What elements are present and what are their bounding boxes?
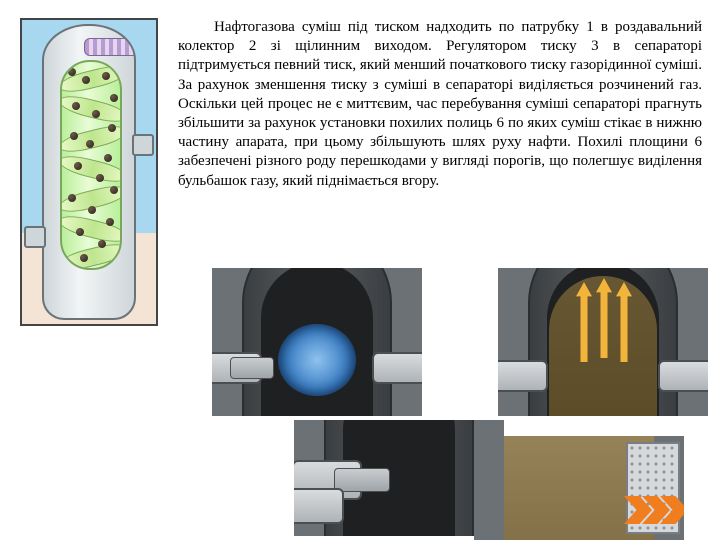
inlet-pipe	[334, 468, 390, 492]
gas-bubble	[82, 76, 90, 84]
description-paragraph: Нафтогазова суміш під тиском надходить п…	[178, 18, 702, 191]
cutaway-a-swirl	[212, 268, 422, 416]
cutaway-gallery	[212, 268, 712, 528]
cutaway-b-arrows	[498, 268, 708, 416]
separator-vessel	[42, 24, 136, 320]
gas-bubble	[98, 240, 106, 248]
separator-helix-figure	[20, 18, 158, 326]
gas-bubble	[68, 194, 76, 202]
gas-bubble	[86, 140, 94, 148]
gas-bubble	[110, 186, 118, 194]
gas-bubble	[92, 110, 100, 118]
gas-bubble	[96, 174, 104, 182]
helix-turn	[60, 152, 122, 186]
gas-bubble	[76, 228, 84, 236]
outlet-flange	[658, 360, 708, 392]
gas-bubble	[110, 94, 118, 102]
side-nozzle	[24, 226, 46, 248]
inlet-flange	[498, 360, 548, 392]
helix-turn	[60, 62, 122, 96]
outlet-flange	[372, 352, 422, 384]
cutaway-d-baffle	[474, 436, 684, 540]
gas-bubble	[72, 102, 80, 110]
helix-turn	[60, 212, 122, 246]
document-page: Нафтогазова суміш під тиском надходить п…	[0, 0, 720, 540]
gas-bubble	[104, 154, 112, 162]
gas-bubble	[74, 162, 82, 170]
gas-bubble	[70, 132, 78, 140]
inlet-pipe	[230, 357, 274, 379]
large-flange	[294, 488, 344, 524]
gas-bubble	[108, 124, 116, 132]
side-nozzle	[132, 134, 154, 156]
gas-bubble	[106, 218, 114, 226]
cutaway-c-flanges	[294, 420, 504, 536]
helix-turn	[60, 240, 122, 270]
gas-bubble	[88, 206, 96, 214]
inlet-swirl-icon	[278, 324, 356, 396]
top-grille	[84, 38, 136, 56]
gas-bubble	[80, 254, 88, 262]
gas-bubble	[102, 72, 110, 80]
separator-window	[60, 60, 122, 270]
gas-bubble	[68, 68, 76, 76]
